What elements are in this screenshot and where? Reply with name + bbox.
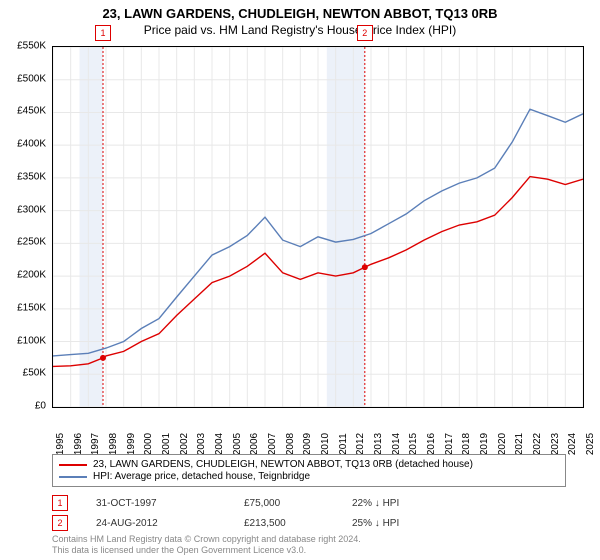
chart-container: 23, LAWN GARDENS, CHUDLEIGH, NEWTON ABBO… <box>0 0 600 560</box>
x-tick-label: 1997 <box>90 433 101 455</box>
sale-delta: 22% ↓ HPI <box>352 498 472 509</box>
y-tick-label: £550K <box>17 41 46 52</box>
x-tick-label: 2017 <box>444 433 455 455</box>
y-tick-label: £150K <box>17 302 46 313</box>
y-tick-label: £200K <box>17 270 46 281</box>
x-axis: 1995199619971998199920002001200220032004… <box>52 410 582 450</box>
x-tick-label: 2023 <box>550 433 561 455</box>
x-tick-label: 2015 <box>408 433 419 455</box>
legend-item-hpi: HPI: Average price, detached house, Teig… <box>59 471 559 482</box>
x-tick-label: 1995 <box>55 433 66 455</box>
y-axis: £0£50K£100K£150K£200K£250K£300K£350K£400… <box>0 46 50 406</box>
chart-marker: 2 <box>357 25 373 41</box>
x-tick-label: 2010 <box>320 433 331 455</box>
x-tick-label: 2002 <box>179 433 190 455</box>
legend: 23, LAWN GARDENS, CHUDLEIGH, NEWTON ABBO… <box>52 454 566 487</box>
x-tick-label: 2011 <box>338 433 349 455</box>
marker-badge: 1 <box>52 495 68 511</box>
sale-price: £213,500 <box>244 518 324 529</box>
x-tick-label: 2014 <box>391 433 402 455</box>
plot-area: 12 <box>52 46 584 408</box>
y-tick-label: £0 <box>35 401 46 412</box>
sale-delta: 25% ↓ HPI <box>352 518 472 529</box>
legend-swatch-property <box>59 464 87 466</box>
x-tick-label: 1999 <box>126 433 137 455</box>
x-tick-label: 2006 <box>249 433 260 455</box>
plot-svg <box>53 47 583 407</box>
x-tick-label: 2018 <box>461 433 472 455</box>
x-tick-label: 2024 <box>567 433 578 455</box>
y-tick-label: £100K <box>17 335 46 346</box>
chart-subtitle: Price paid vs. HM Land Registry's House … <box>0 21 600 37</box>
chart-title: 23, LAWN GARDENS, CHUDLEIGH, NEWTON ABBO… <box>0 0 600 21</box>
x-tick-label: 2008 <box>285 433 296 455</box>
x-tick-label: 2007 <box>267 433 278 455</box>
x-tick-label: 2003 <box>196 433 207 455</box>
x-tick-label: 2009 <box>302 433 313 455</box>
legend-item-property: 23, LAWN GARDENS, CHUDLEIGH, NEWTON ABBO… <box>59 459 559 470</box>
chart-marker: 1 <box>95 25 111 41</box>
x-tick-label: 2000 <box>143 433 154 455</box>
x-tick-label: 2019 <box>479 433 490 455</box>
y-tick-label: £50K <box>23 368 46 379</box>
x-tick-label: 2005 <box>232 433 243 455</box>
y-tick-label: £400K <box>17 139 46 150</box>
sale-date: 31-OCT-1997 <box>96 498 216 509</box>
x-tick-label: 2020 <box>497 433 508 455</box>
sales-table: 1 31-OCT-1997 £75,000 22% ↓ HPI 2 24-AUG… <box>52 495 472 535</box>
x-tick-label: 1998 <box>108 433 119 455</box>
y-tick-label: £500K <box>17 73 46 84</box>
x-tick-label: 2016 <box>426 433 437 455</box>
attribution-line: Contains HM Land Registry data © Crown c… <box>52 534 361 545</box>
legend-label: 23, LAWN GARDENS, CHUDLEIGH, NEWTON ABBO… <box>93 459 473 470</box>
table-row: 1 31-OCT-1997 £75,000 22% ↓ HPI <box>52 495 472 511</box>
y-tick-label: £250K <box>17 237 46 248</box>
x-tick-label: 1996 <box>73 433 84 455</box>
x-tick-label: 2013 <box>373 433 384 455</box>
y-tick-label: £350K <box>17 171 46 182</box>
x-tick-label: 2025 <box>585 433 596 455</box>
x-tick-label: 2012 <box>355 433 366 455</box>
sale-price: £75,000 <box>244 498 324 509</box>
table-row: 2 24-AUG-2012 £213,500 25% ↓ HPI <box>52 515 472 531</box>
attribution: Contains HM Land Registry data © Crown c… <box>52 534 361 556</box>
x-tick-label: 2001 <box>161 433 172 455</box>
x-tick-label: 2021 <box>514 433 525 455</box>
y-tick-label: £300K <box>17 204 46 215</box>
y-tick-label: £450K <box>17 106 46 117</box>
legend-swatch-hpi <box>59 476 87 478</box>
x-tick-label: 2004 <box>214 433 225 455</box>
attribution-line: This data is licensed under the Open Gov… <box>52 545 361 556</box>
x-tick-label: 2022 <box>532 433 543 455</box>
sale-date: 24-AUG-2012 <box>96 518 216 529</box>
marker-badge: 2 <box>52 515 68 531</box>
legend-label: HPI: Average price, detached house, Teig… <box>93 471 310 482</box>
